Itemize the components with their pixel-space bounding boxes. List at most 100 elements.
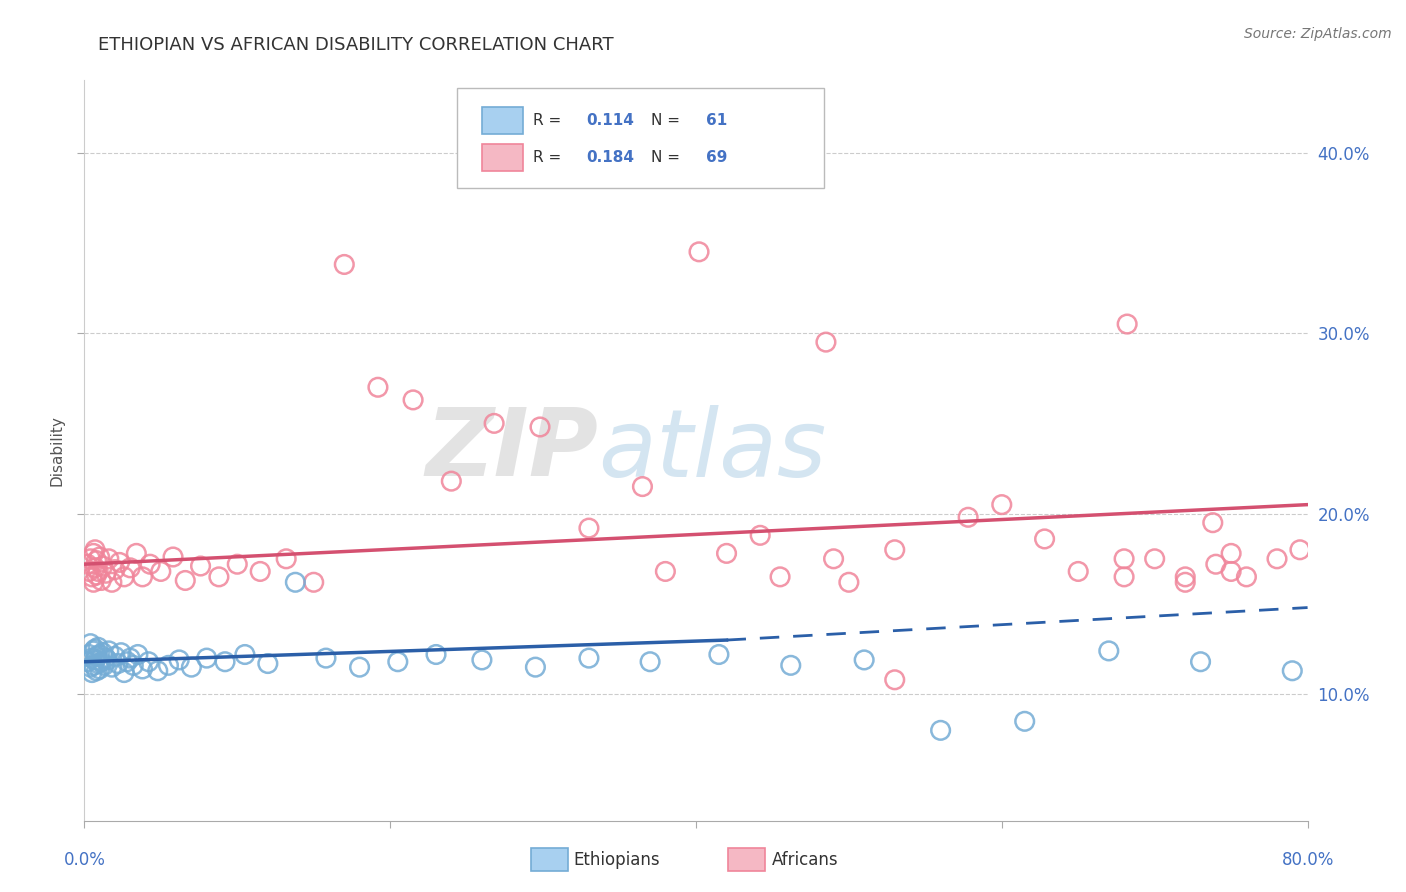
Point: [146, 664, 169, 678]
Point: [276, 551, 298, 566]
Point: [91, 646, 114, 660]
Point: [1033, 532, 1056, 546]
Text: 0.114: 0.114: [586, 112, 634, 128]
Point: [638, 655, 661, 669]
Point: [1189, 655, 1212, 669]
Point: [96, 653, 118, 667]
Point: [482, 417, 505, 431]
Text: 69: 69: [706, 150, 727, 165]
Text: ZIP: ZIP: [425, 404, 598, 497]
Point: [86, 649, 108, 664]
Point: [349, 660, 371, 674]
Point: [108, 556, 131, 570]
Point: [654, 565, 676, 579]
Point: [1202, 516, 1225, 530]
Point: [131, 662, 153, 676]
Point: [77, 565, 100, 579]
Point: [86, 553, 108, 567]
Point: [1265, 551, 1288, 566]
Point: [84, 642, 107, 657]
Point: [76, 558, 98, 572]
Point: [84, 542, 107, 557]
Point: [138, 655, 160, 669]
Point: [233, 648, 256, 662]
Point: [86, 664, 108, 678]
Point: [104, 649, 127, 664]
Point: [76, 655, 98, 669]
Point: [1098, 644, 1121, 658]
Point: [853, 653, 876, 667]
Point: [190, 559, 212, 574]
Point: [214, 655, 236, 669]
Point: [79, 551, 101, 566]
Point: [87, 565, 110, 579]
Text: ETHIOPIAN VS AFRICAN DISABILITY CORRELATION CHART: ETHIOPIAN VS AFRICAN DISABILITY CORRELAT…: [98, 36, 614, 54]
Point: [1174, 570, 1197, 584]
Point: [402, 392, 425, 407]
Point: [333, 257, 356, 271]
Text: N =: N =: [651, 150, 685, 165]
Point: [89, 662, 111, 676]
Point: [97, 644, 120, 658]
Point: [112, 665, 135, 680]
Point: [1067, 565, 1090, 579]
Point: [302, 575, 325, 590]
Point: [180, 660, 202, 674]
Point: [79, 660, 101, 674]
Point: [1114, 570, 1136, 584]
Point: [83, 546, 105, 560]
Text: Ethiopians: Ethiopians: [574, 851, 661, 869]
Point: [707, 648, 730, 662]
Point: [1358, 651, 1381, 665]
Point: [814, 335, 837, 350]
Point: [110, 646, 132, 660]
Text: 0.0%: 0.0%: [63, 851, 105, 869]
Point: [79, 637, 101, 651]
Point: [94, 651, 117, 665]
Point: [89, 648, 111, 662]
Point: [157, 658, 180, 673]
Point: [80, 651, 103, 665]
Point: [120, 561, 142, 575]
Point: [107, 657, 129, 671]
Point: [122, 658, 145, 673]
Point: [104, 563, 127, 577]
Point: [80, 570, 103, 584]
Point: [101, 575, 124, 590]
Point: [84, 653, 107, 667]
Point: [688, 244, 710, 259]
Point: [883, 673, 905, 687]
Point: [94, 566, 117, 581]
Point: [823, 551, 845, 566]
Point: [77, 648, 100, 662]
Point: [87, 657, 110, 671]
Point: [208, 570, 231, 584]
Point: [991, 498, 1014, 512]
Point: [779, 658, 801, 673]
Point: [578, 651, 600, 665]
Text: atlas: atlas: [598, 405, 827, 496]
Point: [387, 655, 409, 669]
Point: [1116, 317, 1139, 331]
Point: [120, 651, 142, 665]
Point: [957, 510, 980, 524]
Point: [86, 568, 108, 582]
Text: N =: N =: [651, 112, 685, 128]
Point: [87, 640, 110, 655]
Point: [838, 575, 860, 590]
Text: 61: 61: [706, 112, 727, 128]
Point: [139, 558, 162, 572]
Text: Africans: Africans: [772, 851, 838, 869]
Text: 80.0%: 80.0%: [1281, 851, 1334, 869]
Point: [84, 561, 107, 575]
Point: [1381, 551, 1403, 566]
Point: [249, 565, 271, 579]
Point: [769, 570, 792, 584]
Point: [131, 570, 153, 584]
Point: [89, 549, 111, 564]
Point: [149, 565, 172, 579]
Point: [83, 644, 105, 658]
Point: [83, 575, 105, 590]
Point: [1281, 664, 1303, 678]
Point: [1220, 565, 1243, 579]
